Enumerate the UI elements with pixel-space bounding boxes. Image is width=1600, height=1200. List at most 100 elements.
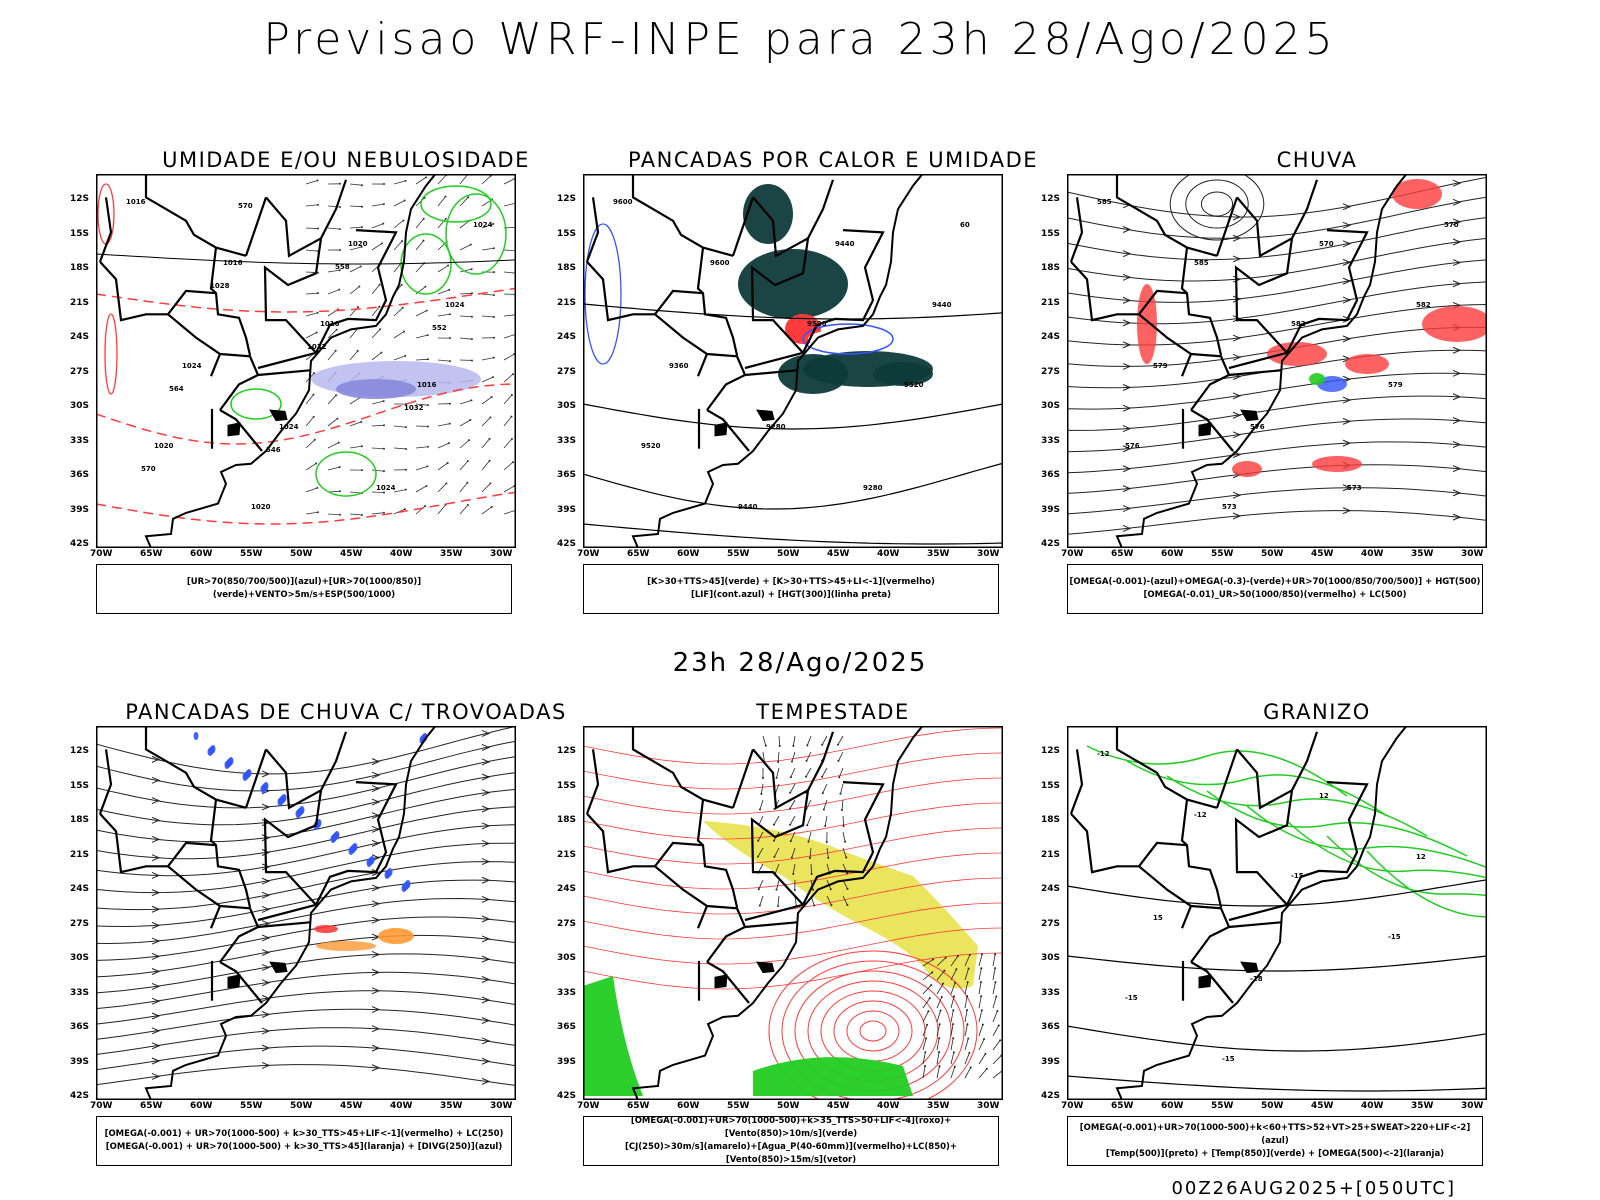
lon-tick-label: 60W — [190, 1101, 213, 1111]
lon-tick-label: 60W — [190, 549, 213, 559]
lat-tick-label: 24S — [557, 884, 577, 894]
caption-line: [OMEGA(-0.001)+UR>70(1000-500)+k<60+TTS>… — [1079, 1122, 1471, 1146]
panel-caption: [OMEGA(-0.001)+UR>70(1000-500)+k>35_TTS>… — [583, 1116, 999, 1166]
svg-text:1032: 1032 — [404, 404, 424, 412]
svg-text:9520: 9520 — [641, 442, 661, 450]
lon-tick-label: 55W — [1211, 549, 1234, 559]
lat-tick-label: 18S — [557, 815, 577, 825]
svg-text:1024: 1024 — [376, 484, 396, 492]
lat-tick-label: 12S — [557, 194, 577, 204]
lon-tick-label: 55W — [1211, 1101, 1234, 1111]
lat-tick-label: 30S — [70, 401, 90, 411]
lat-tick-label: 42S — [1041, 1091, 1061, 1101]
lat-tick-label: 36S — [557, 1022, 577, 1032]
lat-tick-label: 36S — [70, 470, 90, 480]
lon-tick-label: 70W — [90, 1101, 113, 1111]
lon-tick-label: 50W — [290, 549, 313, 559]
map-plot — [583, 726, 1003, 1100]
caption-line: [OMEGA(-0.001) + UR>70(1000-500) + k>30_… — [105, 1142, 503, 1152]
lon-tick-label: 55W — [240, 549, 263, 559]
lat-tick-label: 27S — [557, 366, 577, 377]
svg-text:582: 582 — [1291, 320, 1306, 328]
svg-text:579: 579 — [1388, 381, 1403, 389]
svg-text:573: 573 — [1222, 503, 1237, 511]
panel-caption: [OMEGA(-0.001)-(azul)+OMEGA(-0.3)-(verde… — [1067, 564, 1483, 614]
lon-tick-label: 60W — [677, 549, 700, 559]
lat-tick-label: 12S — [70, 746, 90, 756]
lat-tick-label: 21S — [70, 297, 90, 308]
map-plot: 585 585 582 579 576 573 570 582 579 576 573 570 — [1067, 174, 1487, 548]
panel-tempestade: TEMPESTADE 12S 15S 18S 21S 24S 27S 30S 33S 36S 39S… — [557, 700, 1083, 1170]
lon-tick-label: 60W — [1161, 549, 1184, 559]
lon-tick-label: 35W — [1411, 1101, 1434, 1111]
lat-tick-label: 15S — [70, 780, 90, 791]
lat-tick-label: 27S — [557, 918, 577, 929]
lon-tick-label: 65W — [1111, 549, 1134, 559]
lat-tick-label: 24S — [1041, 884, 1061, 894]
lat-tick-label: 12S — [1041, 746, 1061, 756]
svg-text:576: 576 — [1125, 442, 1140, 450]
svg-text:9280: 9280 — [766, 423, 786, 431]
svg-text:-15: -15 — [1222, 1055, 1235, 1063]
svg-text:564: 564 — [169, 385, 184, 393]
svg-text:-15: -15 — [1388, 933, 1401, 941]
lat-tick-label: 15S — [557, 228, 577, 239]
lon-tick-label: 45W — [827, 549, 850, 559]
svg-text:-15: -15 — [1125, 994, 1138, 1002]
lon-tick-label: 65W — [140, 549, 163, 559]
panel-title: PANCADAS DE CHUVA C/ TROVOADAS — [125, 700, 567, 724]
lat-tick-label: 42S — [557, 1091, 577, 1101]
lon-tick-label: 50W — [290, 1101, 313, 1111]
lat-tick-label: 18S — [70, 263, 90, 273]
svg-text:576: 576 — [1250, 423, 1265, 431]
svg-text:9600: 9600 — [710, 259, 730, 267]
run-timestamp: 00Z26AUG2025+[050UTC] — [1171, 1178, 1456, 1199]
lon-tick-label: 40W — [877, 1101, 900, 1111]
main-title: Previsao WRF-INPE para 23h 28/Ago/2025 — [263, 14, 1337, 65]
lon-tick-label: 55W — [240, 1101, 263, 1111]
lat-tick-label: 39S — [1041, 504, 1061, 515]
svg-text:1020: 1020 — [251, 503, 271, 511]
lon-tick-label: 70W — [1061, 1101, 1084, 1111]
lon-tick-label: 30W — [490, 1101, 513, 1111]
svg-text:1016: 1016 — [126, 198, 146, 206]
svg-text:12: 12 — [1416, 853, 1426, 861]
panel-pancadas-trovoadas: PANCADAS DE CHUVA C/ TROVOADAS 12S 15S 18S 2… — [70, 700, 596, 1170]
svg-text:570: 570 — [238, 202, 253, 210]
lat-tick-label: 12S — [70, 194, 90, 204]
lat-tick-label: 21S — [70, 849, 90, 860]
lat-tick-label: 15S — [70, 228, 90, 239]
svg-text:573: 573 — [1347, 484, 1362, 492]
caption-line: [UR>70(850/700/500)](azul)+[UR>70(1000/8… — [186, 577, 422, 600]
lon-tick-label: 50W — [777, 1101, 800, 1111]
lat-tick-label: 24S — [1041, 332, 1061, 342]
lat-tick-label: 30S — [557, 953, 577, 963]
lat-tick-label: 36S — [1041, 470, 1061, 480]
lat-tick-label: 21S — [1041, 297, 1061, 308]
lat-tick-label: 21S — [1041, 849, 1061, 860]
lat-tick-label: 36S — [557, 470, 577, 480]
lat-tick-label: 33S — [70, 987, 90, 998]
lat-tick-label: 39S — [1041, 1056, 1061, 1067]
caption-line: [CJ(250)>30m/s](amarelo)+[Agua_P(40-60mm… — [624, 1142, 958, 1165]
svg-text:1032: 1032 — [307, 343, 327, 351]
lon-tick-label: 40W — [1361, 1101, 1384, 1111]
lon-tick-label: 50W — [1261, 549, 1284, 559]
lat-tick-label: 42S — [557, 539, 577, 549]
lat-tick-label: 30S — [1041, 401, 1061, 411]
caption-line: [OMEGA(-0.001)+UR>70(1000-500)+k>35_TTS>… — [630, 1116, 952, 1139]
svg-text:1024: 1024 — [473, 221, 493, 229]
lat-tick-label: 18S — [70, 815, 90, 825]
svg-text:546: 546 — [266, 446, 281, 454]
lon-tick-label: 30W — [490, 549, 513, 559]
lon-tick-label: 35W — [440, 549, 463, 559]
caption-line: [OMEGA(-0.001)-(azul)+OMEGA(-0.3)-(verde… — [1069, 577, 1481, 587]
lat-tick-label: 12S — [557, 746, 577, 756]
lat-tick-label: 27S — [70, 366, 90, 377]
svg-text:570: 570 — [141, 465, 156, 473]
panel-caption: [K>30+TTS>45](verde) + [K>30+TTS>45+LI<-… — [583, 564, 999, 614]
lat-tick-label: 15S — [1041, 780, 1061, 791]
svg-text:585: 585 — [1097, 198, 1112, 206]
lat-tick-label: 33S — [1041, 987, 1061, 998]
lon-tick-label: 70W — [90, 549, 113, 559]
